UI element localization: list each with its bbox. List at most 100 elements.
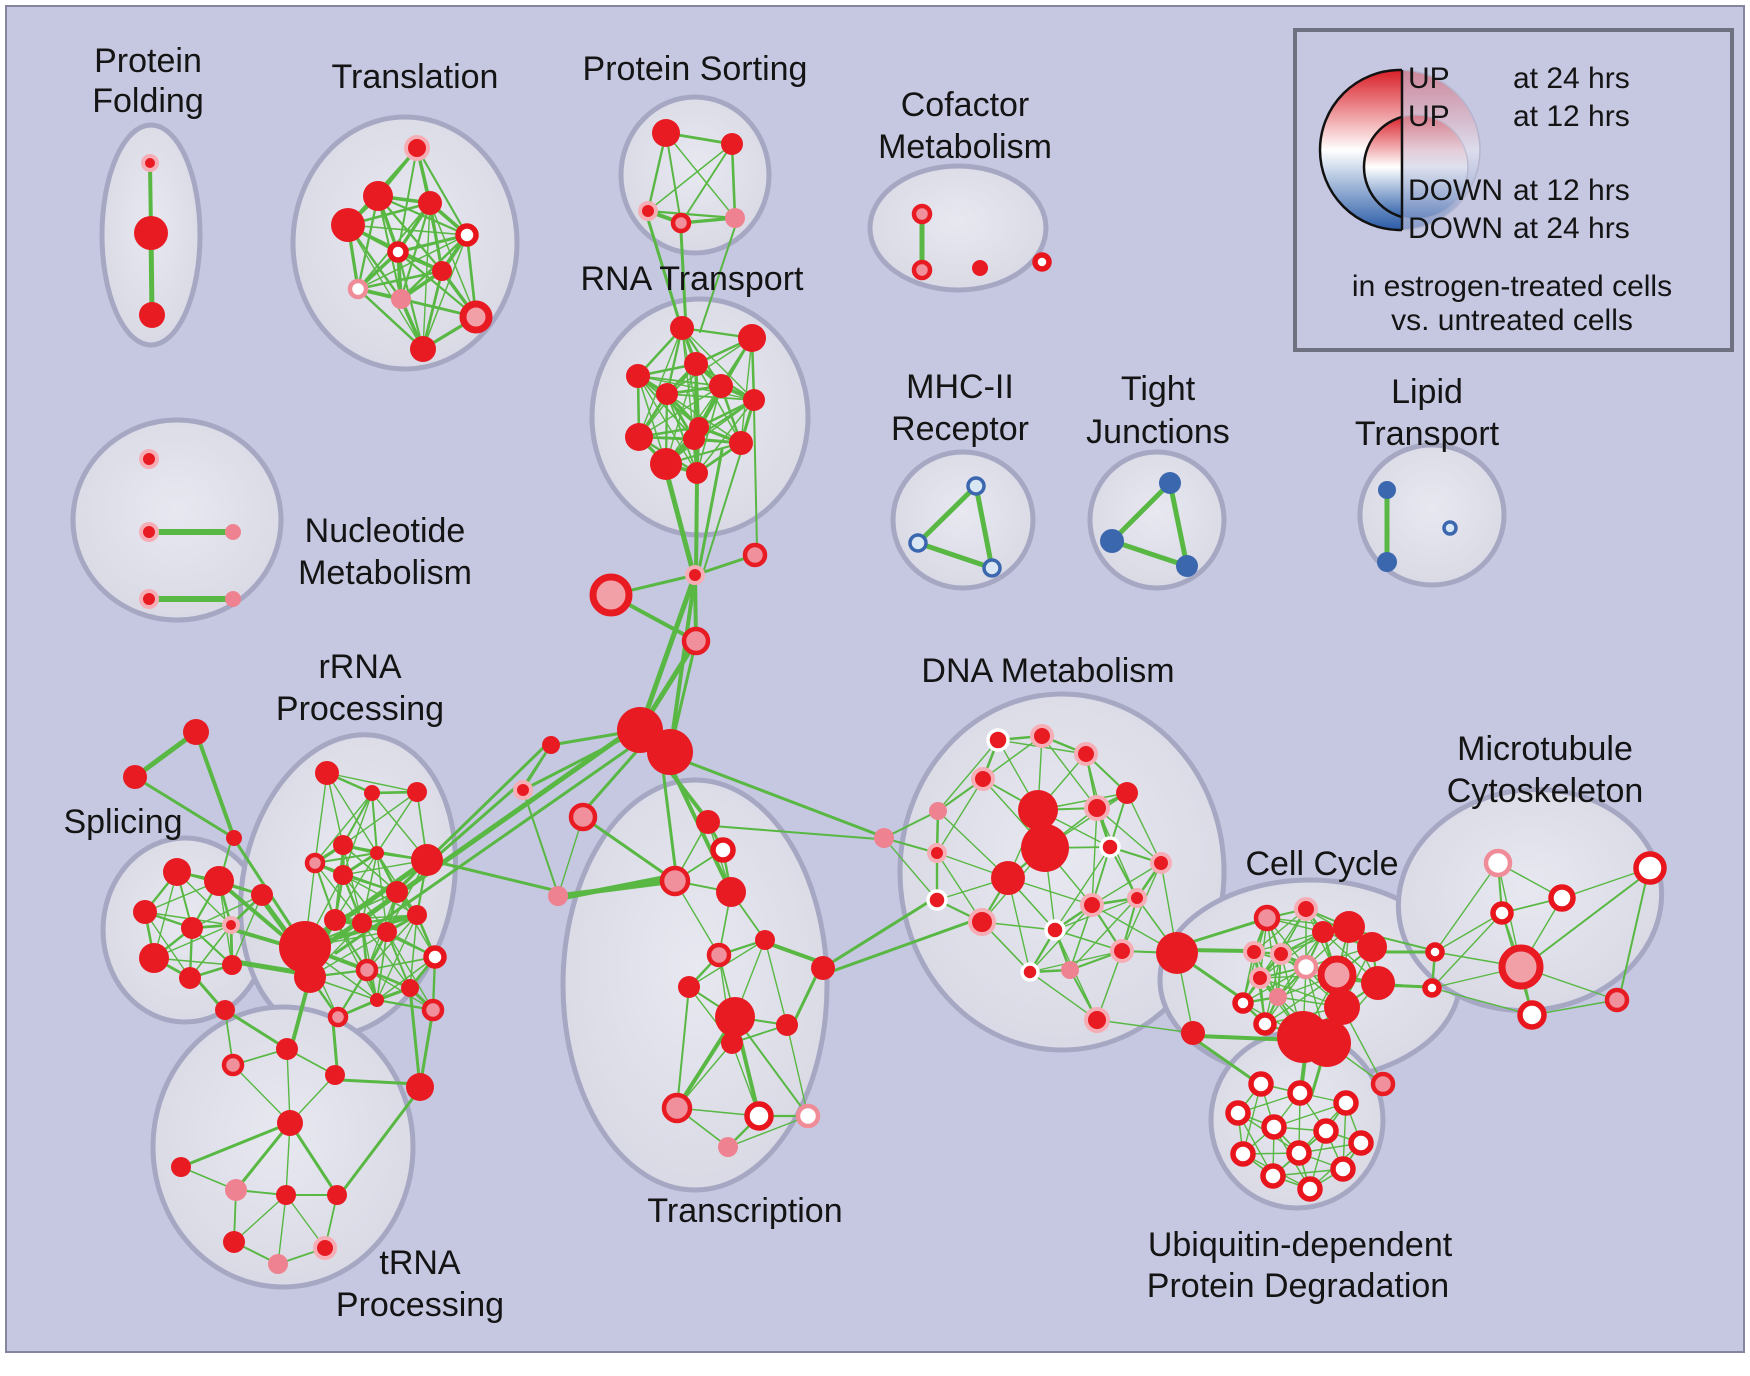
node-cell-cycle [1357, 932, 1387, 962]
node-ubiquitin-degradation [1230, 1141, 1256, 1167]
node-cofactor-metabolism [972, 260, 988, 276]
edge-translation [357, 234, 468, 290]
node-protein-sorting [721, 133, 743, 155]
node-rrna-processing [411, 844, 443, 876]
cluster-label-mhc-ii-receptor: Receptor [891, 410, 1029, 448]
edge-trna-processing [223, 1008, 289, 1051]
cluster-label-cofactor-metabolism: Cofactor [901, 86, 1030, 124]
edge-dna-metabolism [883, 837, 938, 901]
node-protein-sorting [725, 208, 745, 228]
cluster-label-translation: Translation [332, 58, 499, 96]
edge-splicing-outer-triangle [133, 775, 236, 840]
node-ubiquitin-degradation [1286, 1140, 1312, 1166]
edge-rrna-processing [334, 852, 378, 921]
cluster-label-cell-cycle: Cell Cycle [1245, 845, 1398, 883]
edge-dna-metabolism [937, 739, 999, 812]
node-transcription [710, 837, 736, 863]
node-microtubule-cytoskeleton [1498, 944, 1544, 990]
node-transcription [716, 877, 746, 907]
node-protein-folding [139, 302, 165, 328]
node-dna-metabolism [1061, 961, 1079, 979]
legend-footer-1: vs. untreated cells [1391, 304, 1633, 337]
edge-trna-processing [179, 1121, 292, 1169]
node-transcription [718, 1137, 738, 1157]
edge-link [1184, 958, 1246, 1002]
edge-rna-transport [666, 393, 698, 474]
node-translation [387, 241, 409, 263]
node-dna-metabolism [811, 956, 835, 980]
cluster-label-rna-transport: RNA Transport [581, 260, 805, 298]
edge-link [431, 746, 545, 857]
edge-translation [429, 202, 477, 318]
node-lipid-transport [1442, 520, 1458, 536]
legend-time-1: at 12 hrs [1513, 100, 1630, 133]
edge-link [435, 860, 555, 892]
cluster-label-microtubule-cytoskeleton: Microtubule [1457, 730, 1633, 768]
legend: UP at 24 hrs UP at 12 hrs DOWN at 12 hrs DOWN a… [1293, 28, 1734, 352]
edge-link [663, 467, 696, 575]
node-dna-metabolism [991, 861, 1025, 895]
edge-link [824, 896, 937, 968]
edge-link [524, 795, 557, 889]
node-trna-processing [215, 1000, 235, 1020]
node-rna-transport [625, 423, 653, 451]
edge-trna-processing [232, 1064, 291, 1124]
node-dna-metabolism [1099, 836, 1121, 858]
node-ubiquitin-degradation [1333, 1090, 1359, 1116]
edge-link [338, 1078, 420, 1086]
edge-link [694, 479, 699, 574]
node-dna-metabolism [1074, 742, 1098, 766]
edge-dna-metabolism [982, 735, 1043, 780]
edge-rna-transport [695, 363, 742, 444]
node-splicing [204, 866, 234, 896]
node-rna-transport [743, 389, 765, 411]
edge-mhc-ii-receptor [915, 483, 979, 546]
node-rrna-processing [406, 1073, 434, 1101]
node-trna-processing [313, 1236, 337, 1260]
edge-microtubule-cytoskeleton [1431, 987, 1533, 1016]
node-rrna-processing [333, 835, 353, 855]
node-rrna-processing [333, 865, 353, 885]
cluster-label-nucleotide-metabolism: Metabolism [298, 554, 472, 592]
node-translation [331, 208, 365, 242]
edge-splicing-outer-triangle [194, 730, 236, 840]
edge-rrna-processing [314, 772, 328, 864]
node-splicing [222, 955, 242, 975]
cluster-ellipse-protein-sorting [618, 94, 772, 256]
edge-rna-transport [665, 363, 697, 465]
node-trna-processing [276, 1185, 296, 1205]
node-trna-processing [268, 1254, 288, 1274]
cluster-label-splicing: Splicing [63, 803, 182, 841]
node-splicing [163, 858, 191, 886]
edge-transcription [676, 986, 690, 1109]
edge-rrna-processing [342, 791, 418, 846]
node-translation [418, 191, 442, 215]
edge-protein-sorting [664, 131, 683, 225]
node-splicing-outer-triangle [123, 765, 147, 789]
edge-link [699, 226, 736, 333]
node-dna-metabolism [971, 767, 995, 791]
legend-time-2: at 12 hrs [1513, 174, 1630, 207]
node-rrna-processing [327, 1006, 349, 1028]
node-tight-junctions [1159, 472, 1181, 494]
node-cell-cycle [1249, 967, 1271, 989]
node-translation [459, 300, 493, 334]
node-translation [391, 289, 411, 309]
edge-rrna-processing [326, 772, 378, 854]
cluster-label-protein-sorting: Protein Sorting [583, 50, 808, 88]
cluster-label-rrna-processing: rRNA [318, 648, 401, 686]
edge-link [792, 970, 820, 1024]
node-splicing [179, 967, 201, 989]
edge-rna-transport [740, 337, 753, 444]
edge-rrna-processing [376, 931, 388, 1001]
node-dna-metabolism [1084, 795, 1110, 821]
node-nucleotide-metabolism [139, 589, 159, 609]
node-translation [404, 135, 430, 161]
cluster-ellipse-lipid-transport [1357, 442, 1507, 588]
edge-tight-junctions [1167, 480, 1190, 569]
node-rna-transport [709, 374, 733, 398]
edge-rrna-processing [342, 844, 398, 893]
node-ubiquitin-degradation [1297, 1176, 1323, 1202]
edge-rna-transport [637, 375, 722, 387]
node-trna-processing [223, 1231, 245, 1253]
